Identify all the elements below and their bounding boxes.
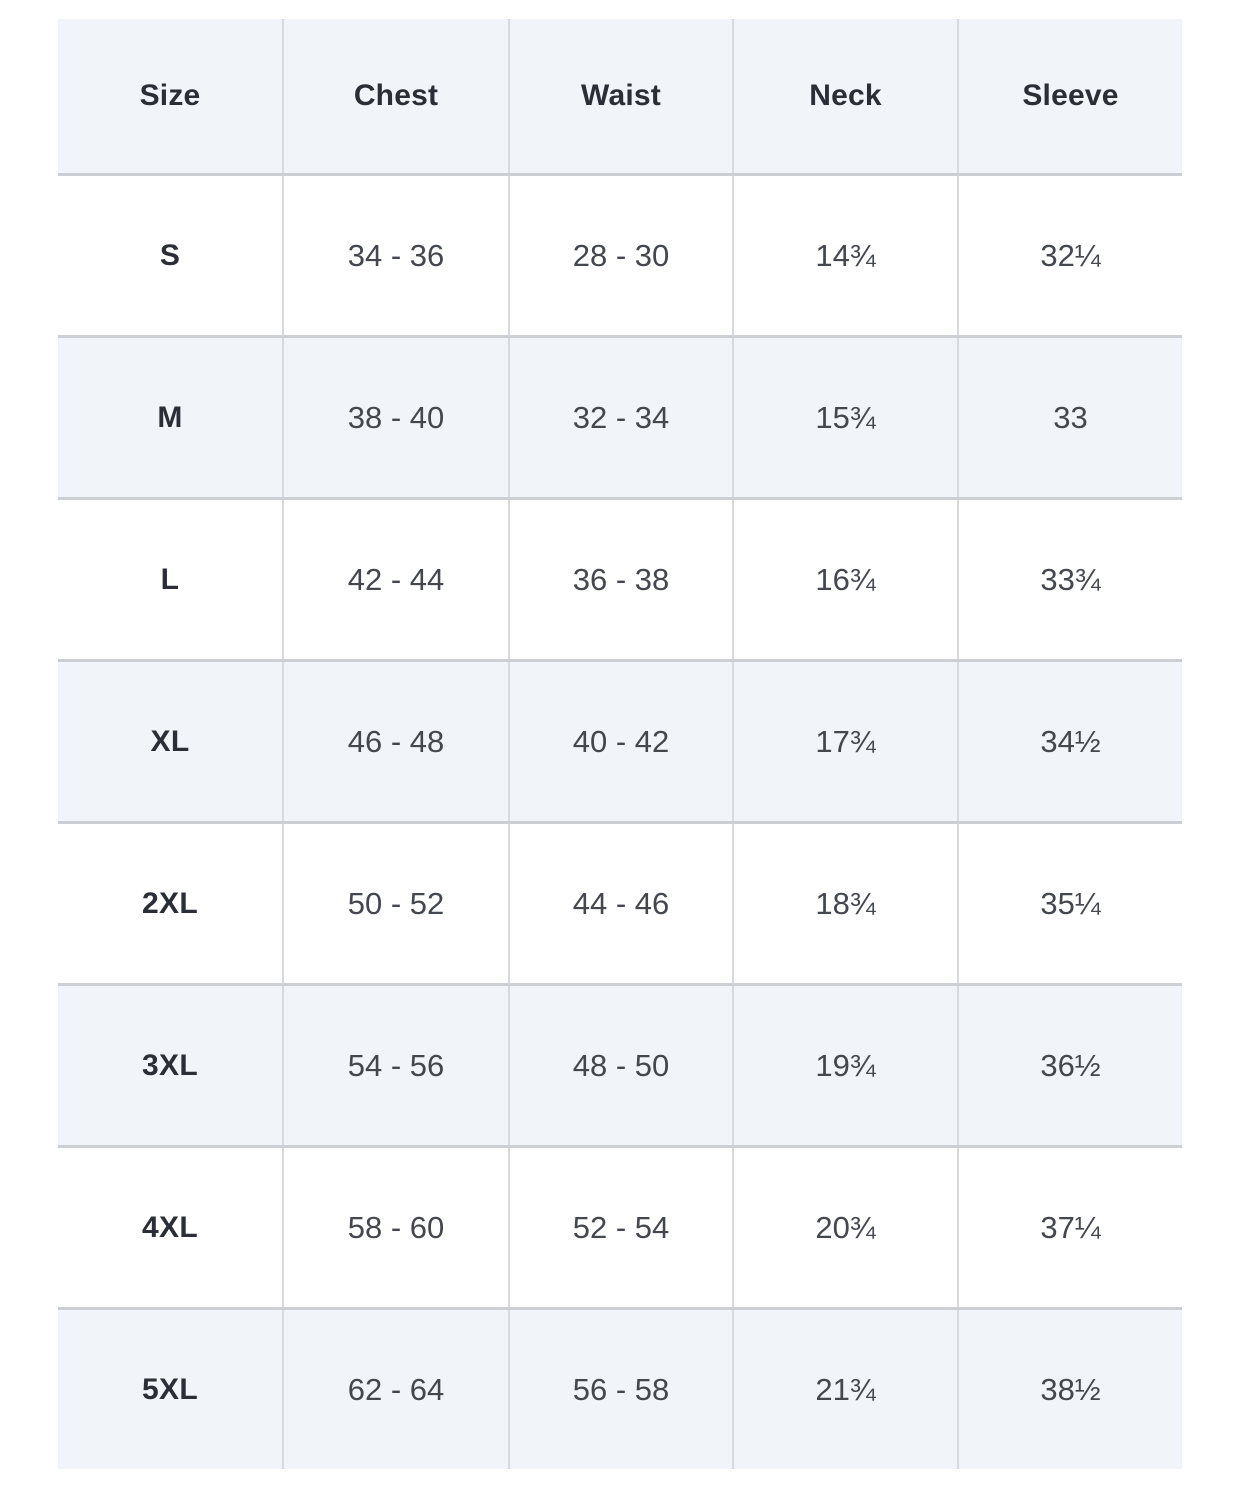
cell-chest: 58 - 60: [283, 1146, 510, 1310]
cell-waist: 44 - 46: [509, 822, 734, 986]
cell-sleeve: 36½: [958, 984, 1182, 1148]
cell-neck: 21¾: [733, 1308, 959, 1469]
table-row: XL 46 - 48 40 - 42 17¾ 34½: [58, 660, 1182, 824]
cell-size: 3XL: [58, 984, 284, 1148]
cell-sleeve: 35¼: [958, 822, 1182, 986]
column-header-neck: Neck: [733, 19, 959, 176]
cell-neck: 20¾: [733, 1146, 959, 1310]
size-chart-table: Size Chest Waist Neck Sleeve S 34 - 36 2…: [58, 19, 1182, 1469]
column-header-size: Size: [58, 19, 284, 176]
cell-waist: 40 - 42: [509, 660, 734, 824]
cell-waist: 28 - 30: [509, 174, 734, 338]
cell-size: 2XL: [58, 822, 284, 986]
cell-neck: 14¾: [733, 174, 959, 338]
size-chart-container: Size Chest Waist Neck Sleeve S 34 - 36 2…: [58, 19, 1182, 1469]
cell-waist: 32 - 34: [509, 336, 734, 500]
table-row: 2XL 50 - 52 44 - 46 18¾ 35¼: [58, 822, 1182, 986]
cell-size: 5XL: [58, 1308, 284, 1469]
cell-chest: 46 - 48: [283, 660, 510, 824]
cell-chest: 62 - 64: [283, 1308, 510, 1469]
cell-sleeve: 33: [958, 336, 1182, 500]
table-row: 5XL 62 - 64 56 - 58 21¾ 38½: [58, 1308, 1182, 1469]
cell-waist: 56 - 58: [509, 1308, 734, 1469]
cell-neck: 15¾: [733, 336, 959, 500]
table-body: S 34 - 36 28 - 30 14¾ 32¼ M 38 - 40 32 -…: [58, 174, 1182, 1469]
table-row: 4XL 58 - 60 52 - 54 20¾ 37¼: [58, 1146, 1182, 1310]
cell-sleeve: 37¼: [958, 1146, 1182, 1310]
cell-size: 4XL: [58, 1146, 284, 1310]
cell-sleeve: 33¾: [958, 498, 1182, 662]
cell-neck: 17¾: [733, 660, 959, 824]
cell-chest: 50 - 52: [283, 822, 510, 986]
cell-size: L: [58, 498, 284, 662]
column-header-waist: Waist: [509, 19, 734, 176]
cell-size: M: [58, 336, 284, 500]
cell-sleeve: 32¼: [958, 174, 1182, 338]
cell-sleeve: 34½: [958, 660, 1182, 824]
cell-neck: 18¾: [733, 822, 959, 986]
header-row: Size Chest Waist Neck Sleeve: [58, 19, 1182, 176]
cell-waist: 36 - 38: [509, 498, 734, 662]
cell-waist: 48 - 50: [509, 984, 734, 1148]
table-row: S 34 - 36 28 - 30 14¾ 32¼: [58, 174, 1182, 338]
cell-waist: 52 - 54: [509, 1146, 734, 1310]
cell-chest: 34 - 36: [283, 174, 510, 338]
cell-chest: 54 - 56: [283, 984, 510, 1148]
cell-size: XL: [58, 660, 284, 824]
cell-neck: 19¾: [733, 984, 959, 1148]
cell-chest: 38 - 40: [283, 336, 510, 500]
table-row: L 42 - 44 36 - 38 16¾ 33¾: [58, 498, 1182, 662]
cell-neck: 16¾: [733, 498, 959, 662]
column-header-chest: Chest: [283, 19, 510, 176]
column-header-sleeve: Sleeve: [958, 19, 1182, 176]
cell-chest: 42 - 44: [283, 498, 510, 662]
cell-size: S: [58, 174, 284, 338]
table-row: M 38 - 40 32 - 34 15¾ 33: [58, 336, 1182, 500]
cell-sleeve: 38½: [1040, 1371, 1101, 1407]
table-row: 3XL 54 - 56 48 - 50 19¾ 36½: [58, 984, 1182, 1148]
table-header: Size Chest Waist Neck Sleeve: [58, 19, 1182, 176]
